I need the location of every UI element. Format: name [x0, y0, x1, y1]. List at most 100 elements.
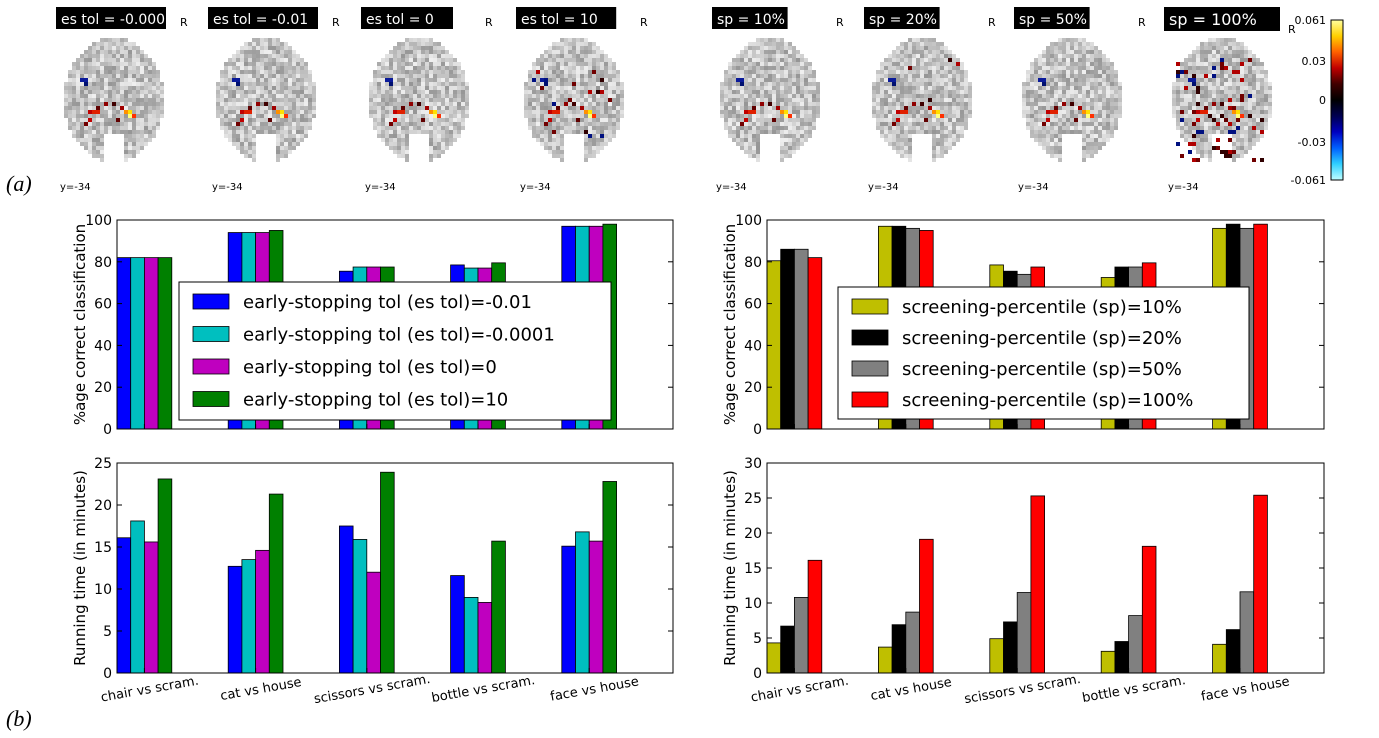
colorbar-tick-label: 0.061: [1295, 14, 1327, 27]
bar: [780, 625, 795, 674]
slice-coordinate-label: y=-34: [716, 182, 747, 193]
slice-title: sp = 10%: [717, 12, 785, 28]
legend-swatch: [851, 391, 889, 408]
x-tick-label: cat vs house: [219, 675, 303, 704]
legend-box: [837, 286, 1250, 420]
colorbar-tick-label: -0.061: [1291, 174, 1326, 187]
colorbar-gradient: [1330, 19, 1344, 181]
y-axis-label: %age correct classification: [71, 224, 89, 425]
bar: [366, 571, 381, 674]
slice-coordinate-label: y=-34: [1018, 182, 1049, 193]
legend-swatch: [192, 391, 230, 407]
y-tick-label: 0: [753, 422, 762, 438]
slice-title-box: [56, 7, 166, 29]
bar: [780, 248, 795, 430]
y-tick-label: 60: [94, 297, 112, 313]
chart-1: 0 20 40 60 80 100%age correct classification e…: [71, 213, 674, 438]
bar: [130, 257, 145, 430]
y-tick-label: 80: [94, 255, 112, 271]
y-axis-label: Running time (in minutes): [71, 470, 89, 666]
y-tick-label: 5: [103, 624, 112, 640]
plot-frame: [116, 462, 674, 674]
bar: [227, 565, 243, 674]
y-tick-label: 80: [744, 255, 762, 271]
bar: [116, 537, 132, 674]
bar: [794, 597, 809, 674]
bar: [450, 575, 465, 674]
bar: [143, 257, 159, 430]
slice-title: sp = 50%: [1019, 12, 1087, 28]
bar: [477, 602, 493, 674]
orientation-label: R: [1138, 16, 1146, 29]
slice-title: es tol = 10: [521, 12, 598, 28]
x-tick-label: face vs house: [1200, 674, 1291, 704]
y-tick-label: 25: [744, 491, 762, 507]
plot-frame: [766, 219, 1325, 430]
orientation-label: R: [836, 16, 844, 29]
y-tick-label: 40: [744, 338, 762, 354]
colorbar-tick-label: -0.03: [1298, 136, 1326, 149]
y-tick-label: 0: [753, 666, 762, 682]
legend-swatch: [851, 298, 889, 315]
x-tick-label: face vs house: [549, 674, 640, 704]
bar: [766, 642, 782, 674]
plot-frame: [116, 219, 674, 430]
bar: [807, 559, 823, 674]
bar: [268, 493, 284, 674]
bar: [794, 248, 809, 430]
y-tick-label: 5: [753, 631, 762, 647]
chart-2: 0 20 40 60 80 100%age correct classification s…: [721, 213, 1325, 438]
legend-label: early-stopping tol (es tol)=0: [243, 357, 497, 378]
bar: [143, 541, 159, 674]
slice-title-box: [1014, 7, 1090, 29]
slice-title: sp = 20%: [869, 12, 937, 28]
slice-title-box: [361, 7, 453, 29]
y-tick-label: 20: [94, 380, 112, 396]
bar: [157, 257, 173, 430]
slice-coordinate-label: y=-34: [1168, 182, 1199, 193]
y-tick-label: 10: [744, 596, 762, 612]
y-axis-label: %age correct classification: [721, 224, 739, 425]
brain-slice: sp = 50% Ry=-34: [1014, 7, 1146, 193]
legend-label: screening-percentile (sp)=100%: [902, 390, 1193, 411]
y-tick-label: 100: [85, 213, 112, 229]
bar: [241, 559, 256, 674]
bar: [919, 538, 934, 674]
legend-box: [178, 281, 612, 421]
chart-4: 0 5 10 15 20 25 30 chair vs scram. cat vs house s…: [721, 456, 1325, 707]
legend-label: screening-percentile (sp)=20%: [902, 328, 1182, 349]
slice-coordinate-label: y=-34: [212, 182, 243, 193]
bar: [905, 611, 920, 674]
bar: [1128, 615, 1143, 674]
bar: [588, 540, 604, 674]
bar: [1003, 621, 1018, 674]
chart-3: 0 5 10 15 20 25 chair vs scram. cat vs house sci…: [71, 456, 674, 707]
bar: [989, 638, 1004, 674]
bar: [380, 471, 395, 674]
x-tick-label: bottle vs scram.: [1081, 673, 1187, 706]
panel-label-a: (a): [6, 171, 32, 196]
y-tick-label: 60: [744, 297, 762, 313]
slice-title-box: [1164, 7, 1280, 31]
y-tick-label: 30: [744, 456, 762, 472]
bar: [1212, 643, 1227, 674]
bar: [157, 478, 173, 674]
slice-title-box: [516, 7, 617, 29]
bar: [1253, 223, 1268, 430]
y-tick-label: 15: [744, 561, 762, 577]
slice-title-box: [864, 7, 940, 29]
orientation-label: R: [332, 16, 340, 29]
orientation-label: R: [180, 16, 188, 29]
bar: [1225, 629, 1241, 674]
y-tick-label: 40: [94, 338, 112, 354]
y-tick-label: 100: [735, 213, 762, 229]
orientation-label: R: [485, 16, 493, 29]
y-tick-label: 20: [744, 526, 762, 542]
bar: [575, 531, 590, 674]
legend-label: early-stopping tol (es tol)=10: [243, 390, 508, 411]
slice-title: sp = 100%: [1169, 10, 1257, 29]
bar: [116, 257, 132, 430]
legend: early-stopping tol (es tol)=-0.01 early-s…: [178, 281, 612, 421]
orientation-label: R: [640, 16, 648, 29]
y-tick-label: 20: [94, 498, 112, 514]
